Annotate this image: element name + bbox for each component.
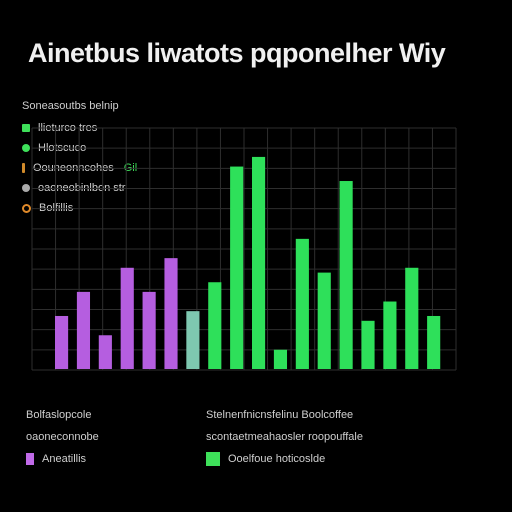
bar bbox=[317, 272, 331, 369]
legend-swatch bbox=[22, 124, 30, 132]
bar bbox=[164, 258, 178, 369]
footer-left-line1: Bolfaslopcole bbox=[26, 409, 92, 421]
bar bbox=[186, 311, 200, 369]
legend-swatch bbox=[22, 184, 30, 192]
bar bbox=[405, 267, 419, 369]
chart-title: Ainetbus liwatots pqponelher Wiy bbox=[28, 38, 446, 68]
bar bbox=[76, 291, 91, 369]
footer-left-line2: oaoneconnobe bbox=[26, 431, 99, 443]
bar bbox=[230, 166, 244, 369]
footer-right-line1: Stelnenfnicnsfelinu Boolcoffee bbox=[206, 409, 354, 421]
footer-left: Bolfaslopcole oaoneconnobe Aneatillis bbox=[26, 404, 196, 470]
chart-bars bbox=[55, 156, 441, 369]
legend-swatch bbox=[22, 144, 30, 152]
bar bbox=[339, 181, 353, 369]
bar bbox=[208, 282, 222, 369]
bar bbox=[252, 156, 266, 369]
bar bbox=[142, 291, 156, 369]
legend-item: Bolfillis bbox=[22, 198, 222, 218]
bar bbox=[98, 335, 112, 369]
chart-grid bbox=[31, 127, 457, 371]
bar bbox=[273, 349, 288, 369]
bar bbox=[361, 320, 375, 369]
bar bbox=[427, 315, 441, 369]
footer-left-swatch-label: Aneatillis bbox=[42, 453, 87, 465]
footer-right-swatch-label: Ooelfoue hoticoslde bbox=[228, 453, 326, 465]
bar bbox=[383, 301, 397, 369]
footer-right: Stelnenfnicnsfelinu Boolcoffee scontaetm… bbox=[206, 404, 496, 470]
bar bbox=[55, 315, 69, 369]
footer-right-line2: scontaetmeahaosler roopouffale bbox=[206, 431, 363, 443]
bar bbox=[120, 267, 134, 369]
legend-swatch bbox=[22, 163, 25, 173]
legend-heading: Soneasoutbs belnip bbox=[22, 100, 119, 112]
footer-left-swatch bbox=[26, 453, 34, 465]
legend-swatch bbox=[22, 203, 31, 213]
legend-label: Bolfillis bbox=[39, 202, 74, 214]
footer-right-swatch bbox=[206, 452, 220, 466]
bar bbox=[295, 238, 309, 369]
